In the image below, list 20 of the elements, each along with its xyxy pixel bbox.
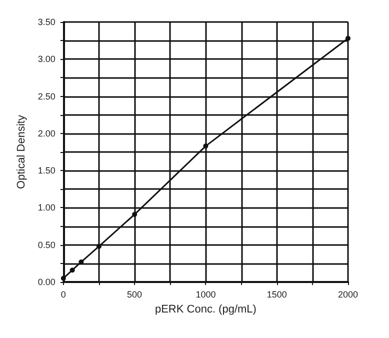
y-tick-label: 3.50 <box>38 17 56 27</box>
point <box>346 36 350 41</box>
x-tick-label: 500 <box>127 290 142 300</box>
point <box>96 244 102 249</box>
y-tick-label: 1.50 <box>38 166 56 176</box>
x-tick-label: 1000 <box>196 290 216 300</box>
point <box>132 212 138 217</box>
x-tick-label: 1500 <box>266 290 287 300</box>
y-tick-label: 2.00 <box>38 128 56 138</box>
y-tick-label: 0.50 <box>38 240 56 250</box>
x-tick-label: 2000 <box>338 290 358 300</box>
y-tick-label: 0.00 <box>38 277 56 287</box>
point <box>70 268 75 273</box>
y-tick-label: 1.00 <box>38 202 56 213</box>
y-axis-title: Optical Density <box>16 114 28 189</box>
point <box>203 144 208 149</box>
y-tick-label: 3.00 <box>38 54 56 64</box>
x-tick-label: 0 <box>60 290 66 300</box>
y-tick-label: 2.50 <box>38 91 56 102</box>
x-axis-title: pERK Conc. (pg/mL) <box>154 304 256 316</box>
